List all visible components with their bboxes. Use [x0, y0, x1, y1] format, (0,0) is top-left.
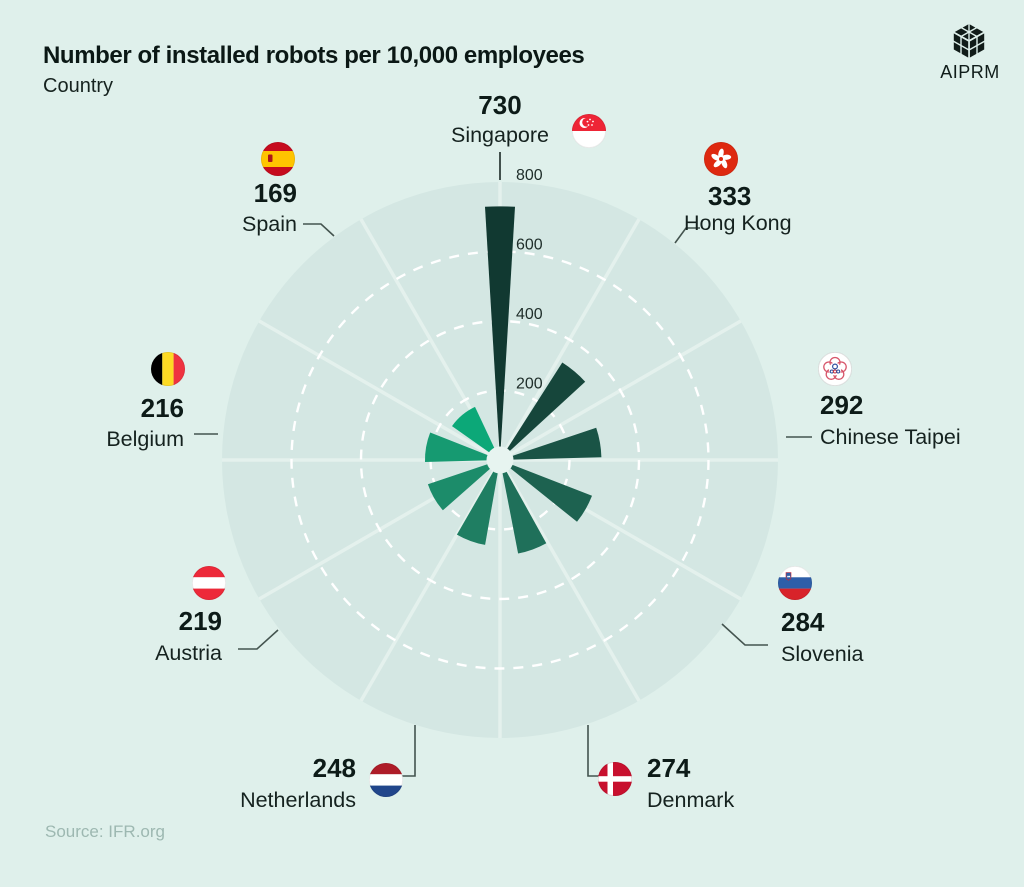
wedge-hong-kong — [500, 362, 586, 460]
value-chinese-taipei: 292 — [820, 390, 864, 420]
wedge-slovenia — [500, 460, 592, 522]
flag-austria-icon — [192, 566, 226, 600]
divider-line — [258, 319, 501, 462]
axis-tick-label-800: 800 — [516, 167, 543, 184]
name-spain: Spain — [242, 212, 297, 236]
wedge-denmark — [500, 460, 547, 554]
name-slovenia: Slovenia — [781, 642, 864, 666]
label-belgium: 216 Belgium — [90, 395, 184, 452]
value-netherlands: 248 — [312, 753, 356, 783]
connector-hong-kong — [674, 227, 700, 244]
label-chinese-taipei: 292 Chinese Taipei — [820, 392, 961, 450]
grid-circle-600 — [290, 250, 710, 670]
wedge-netherlands — [456, 460, 500, 545]
flag-hong-kong-icon — [704, 142, 738, 176]
value-belgium: 216 — [140, 393, 184, 423]
data-wedges — [424, 206, 602, 554]
name-hong-kong: Hong Kong — [684, 211, 792, 235]
flag-belgium-icon — [151, 352, 185, 386]
name-singapore: Singapore — [450, 123, 550, 147]
label-netherlands: 248 Netherlands — [230, 755, 356, 813]
name-chinese-taipei: Chinese Taipei — [820, 425, 961, 449]
value-denmark: 274 — [647, 753, 691, 783]
connector-slovenia — [721, 623, 768, 646]
connector-spain — [303, 223, 335, 237]
label-connectors — [194, 223, 812, 777]
divider-line — [498, 459, 641, 702]
connector-austria — [238, 629, 279, 650]
wedge-chinese-taipei — [500, 427, 602, 460]
brand-name: AIPRM — [940, 62, 1000, 82]
flag-spain-icon — [261, 142, 295, 176]
page-subtitle: Country — [43, 75, 114, 97]
label-singapore: 730 Singapore — [420, 92, 580, 148]
axis-tick-labels: 200 400 600 800 — [516, 167, 543, 393]
source-text: Source: IFR.org — [45, 822, 165, 841]
center-hole — [486, 446, 514, 474]
page-title: Number of installed robots per 10,000 em… — [43, 42, 585, 69]
flag-singapore-icon — [572, 114, 606, 148]
name-belgium: Belgium — [106, 427, 184, 451]
label-hong-kong-name: Hong Kong — [684, 211, 792, 236]
name-netherlands: Netherlands — [240, 788, 356, 812]
name-austria: Austria — [155, 641, 222, 665]
value-singapore: 730 — [478, 90, 522, 120]
label-slovenia: 284 Slovenia — [781, 609, 863, 667]
label-denmark: 274 Denmark — [647, 755, 734, 813]
wedge-belgium — [424, 432, 500, 462]
flag-slovenia-icon — [778, 566, 812, 600]
flag-netherlands-icon — [369, 763, 403, 797]
flag-denmark-icon — [598, 762, 632, 796]
wedge-spain — [452, 406, 500, 460]
axis-tick-label-200: 200 — [516, 376, 543, 393]
wedge-austria — [427, 460, 500, 511]
name-denmark: Denmark — [647, 788, 735, 812]
value-austria: 219 — [178, 606, 222, 636]
flag-chinese-taipei-icon — [818, 352, 852, 386]
value-hong-kong: 333 — [708, 181, 752, 211]
connector-denmark — [587, 725, 600, 777]
axis-tick-label-400: 400 — [516, 306, 543, 323]
value-slovenia: 284 — [781, 607, 825, 637]
wedge-singapore — [485, 206, 515, 460]
aiprm-logo-icon — [952, 22, 986, 60]
label-hong-kong-value: 333 — [708, 183, 751, 209]
value-spain: 169 — [253, 178, 297, 208]
label-spain: 169 Spain — [200, 180, 297, 237]
connector-netherlands — [400, 725, 416, 777]
label-austria: 219 Austria — [122, 608, 222, 666]
axis-tick-label-600: 600 — [516, 237, 543, 254]
